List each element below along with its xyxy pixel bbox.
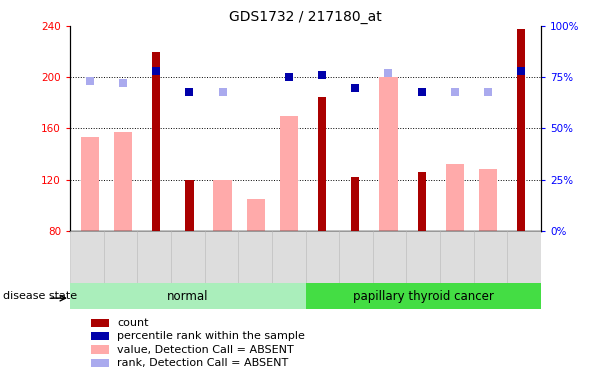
- Point: [218, 88, 227, 94]
- Bar: [517, 29, 525, 231]
- Bar: [280, 116, 298, 231]
- Text: papillary thyroid cancer: papillary thyroid cancer: [353, 290, 494, 303]
- Bar: [81, 137, 99, 231]
- Point: [516, 68, 526, 74]
- Bar: [474, 231, 508, 283]
- Bar: [272, 231, 305, 283]
- Point: [184, 88, 194, 94]
- Bar: [91, 359, 109, 367]
- Bar: [103, 231, 137, 283]
- Bar: [479, 170, 497, 231]
- Point: [151, 68, 161, 74]
- Point: [85, 78, 95, 84]
- Bar: [114, 132, 132, 231]
- Bar: [305, 231, 339, 283]
- Title: GDS1732 / 217180_at: GDS1732 / 217180_at: [229, 10, 382, 24]
- Point: [450, 88, 460, 94]
- Bar: [339, 231, 373, 283]
- Point: [483, 88, 493, 94]
- Bar: [379, 77, 398, 231]
- Bar: [91, 332, 109, 340]
- Bar: [204, 231, 238, 283]
- Point: [118, 81, 128, 87]
- Point: [284, 74, 294, 80]
- Text: normal: normal: [167, 290, 209, 303]
- Bar: [418, 172, 426, 231]
- Bar: [152, 52, 161, 231]
- Text: disease state: disease state: [3, 291, 77, 301]
- Bar: [351, 177, 359, 231]
- Point: [417, 88, 427, 94]
- Bar: [440, 231, 474, 283]
- Point: [184, 88, 194, 94]
- Bar: [213, 180, 232, 231]
- Bar: [305, 283, 541, 309]
- Bar: [446, 164, 464, 231]
- Point: [350, 85, 360, 91]
- Text: count: count: [117, 318, 148, 328]
- Text: percentile rank within the sample: percentile rank within the sample: [117, 331, 305, 341]
- Bar: [70, 283, 305, 309]
- Bar: [70, 231, 103, 283]
- Bar: [171, 231, 204, 283]
- Point: [317, 72, 327, 78]
- Bar: [238, 231, 272, 283]
- Text: value, Detection Call = ABSENT: value, Detection Call = ABSENT: [117, 345, 294, 354]
- Bar: [91, 345, 109, 354]
- Text: rank, Detection Call = ABSENT: rank, Detection Call = ABSENT: [117, 358, 288, 368]
- Bar: [91, 319, 109, 327]
- Bar: [137, 231, 171, 283]
- Bar: [318, 96, 326, 231]
- Point: [384, 70, 393, 76]
- Bar: [508, 231, 541, 283]
- Bar: [185, 180, 193, 231]
- Bar: [247, 199, 265, 231]
- Bar: [407, 231, 440, 283]
- Bar: [373, 231, 407, 283]
